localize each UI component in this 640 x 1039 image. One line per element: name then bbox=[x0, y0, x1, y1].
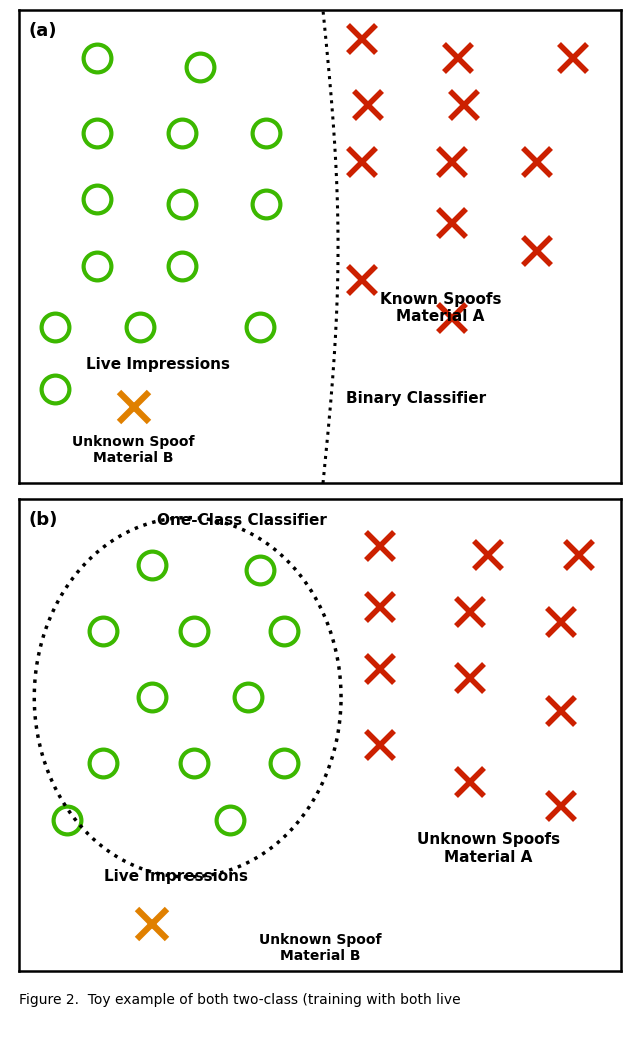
Text: Figure 2.  Toy example of both two-class (training with both live: Figure 2. Toy example of both two-class … bbox=[19, 992, 461, 1007]
Text: Known Spoofs
Material A: Known Spoofs Material A bbox=[380, 292, 501, 324]
Text: (a): (a) bbox=[28, 22, 57, 41]
Text: Live Impressions: Live Impressions bbox=[104, 870, 248, 884]
Text: Unknown Spoofs
Material A: Unknown Spoofs Material A bbox=[417, 832, 560, 864]
Text: One-Class Classifier: One-Class Classifier bbox=[157, 513, 327, 528]
Text: (b): (b) bbox=[28, 510, 58, 529]
Text: Binary Classifier: Binary Classifier bbox=[346, 391, 486, 405]
Text: Unknown Spoof
Material B: Unknown Spoof Material B bbox=[259, 933, 381, 963]
Text: Unknown Spoof
Material B: Unknown Spoof Material B bbox=[72, 435, 195, 465]
Text: Live Impressions: Live Impressions bbox=[86, 357, 230, 372]
